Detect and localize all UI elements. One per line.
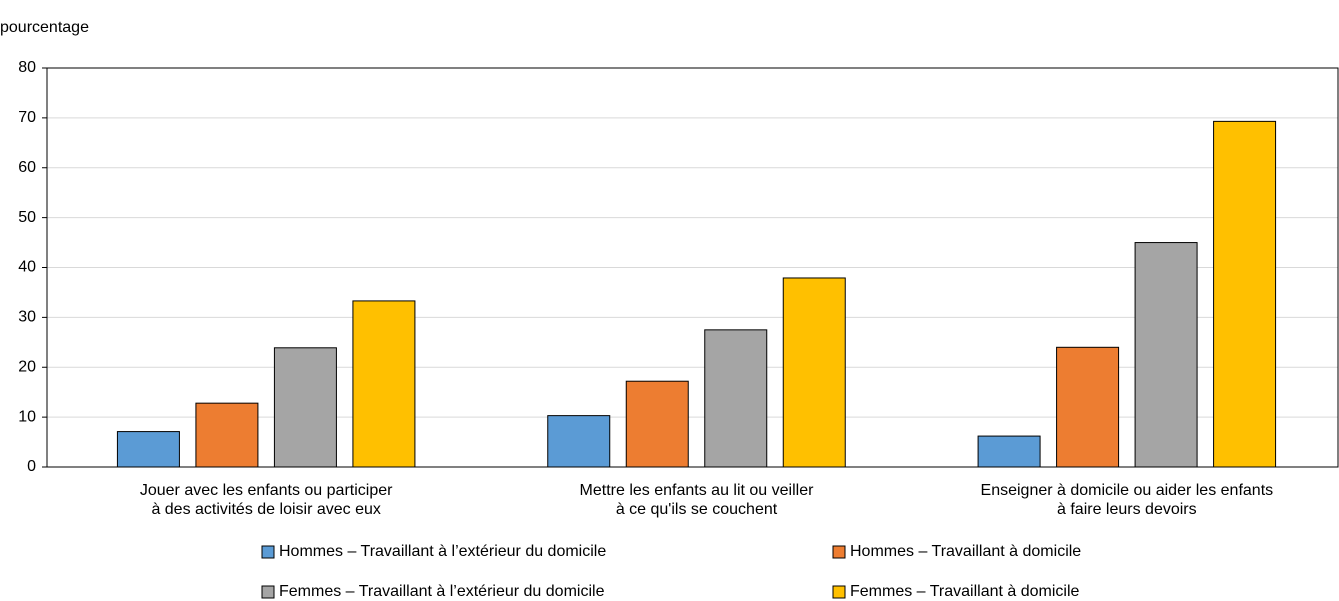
x-tick-label-line: Jouer avec les enfants ou participer xyxy=(140,482,393,499)
legend-label: Femmes – Travaillant à domicile xyxy=(850,583,1080,600)
x-tick-label-line: à ce qu'ils se couchent xyxy=(616,501,778,518)
y-tick-label: 20 xyxy=(18,358,36,375)
plot-border xyxy=(46,67,1339,468)
x-tick-label: Enseigner à domicile ou aider les enfant… xyxy=(981,482,1274,518)
y-axis-label: pourcentage xyxy=(0,19,89,36)
legend-swatch xyxy=(832,585,846,599)
bar xyxy=(273,347,337,468)
legend-label: Femmes – Travaillant à l’extérieur du do… xyxy=(279,583,605,600)
y-tick-label: 0 xyxy=(27,458,36,475)
x-tick-label: Mettre les enfants au lit ou veiller à ce… xyxy=(580,482,815,518)
x-tick-label-line: à faire leurs devoirs xyxy=(1057,501,1197,518)
bar xyxy=(1056,346,1120,468)
x-tick-label: Jouer avec les enfants ou participer à de… xyxy=(140,482,393,518)
bar xyxy=(782,277,846,468)
y-tick-label: 30 xyxy=(18,309,36,326)
bar xyxy=(547,415,611,468)
bar xyxy=(1213,120,1277,468)
legend-swatch xyxy=(261,585,275,599)
y-tick-label: 60 xyxy=(18,159,36,176)
x-tick-label-line: à des activités de loisir avec eux xyxy=(151,501,380,518)
y-tick-label: 10 xyxy=(18,408,36,425)
x-tick-label-line: Enseigner à domicile ou aider les enfant… xyxy=(981,482,1274,499)
x-tick-label-line: Mettre les enfants au lit ou veiller xyxy=(580,482,815,499)
bar xyxy=(352,300,416,468)
legend-swatch xyxy=(261,545,275,559)
legend-label: Hommes – Travaillant à domicile xyxy=(850,543,1081,560)
y-tick-label: 70 xyxy=(18,109,36,126)
legend-swatch xyxy=(832,545,846,559)
bar xyxy=(1134,242,1198,468)
y-tick-label: 50 xyxy=(18,209,36,226)
y-tick-label: 40 xyxy=(18,259,36,276)
bar xyxy=(977,435,1041,468)
bar xyxy=(704,329,768,468)
bar xyxy=(116,431,180,468)
bar xyxy=(625,380,689,468)
legend-label: Hommes – Travaillant à l’extérieur du do… xyxy=(279,543,606,560)
bar xyxy=(195,402,259,468)
y-tick-label: 80 xyxy=(18,59,36,76)
